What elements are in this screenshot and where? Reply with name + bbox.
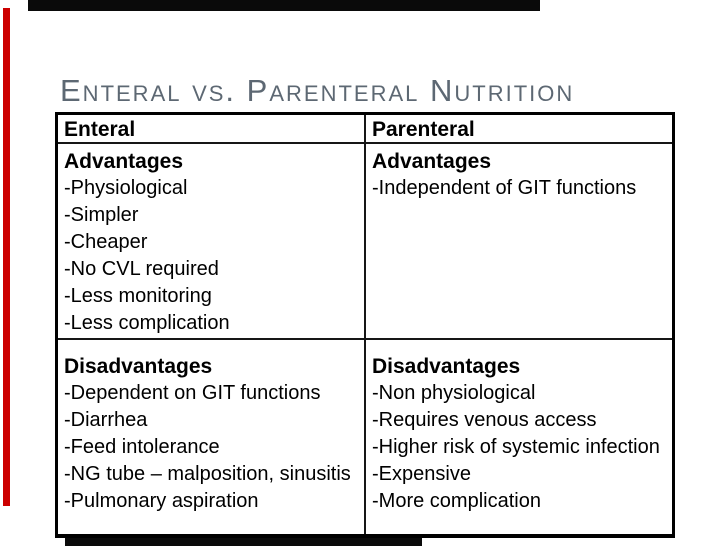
list-item: -More complication bbox=[372, 490, 541, 512]
list-item: -Physiological bbox=[64, 177, 188, 199]
enteral-advantages-cell: Advantages -Physiological -Simpler -Chea… bbox=[58, 144, 364, 340]
list-item: -Non physiological bbox=[372, 382, 536, 404]
list-item: -Less complication bbox=[64, 312, 230, 334]
list-item: -Less monitoring bbox=[64, 285, 212, 307]
list-item: -No CVL required bbox=[64, 258, 219, 280]
list-item: -Higher risk of systemic infection bbox=[372, 436, 660, 458]
enteral-disadvantages-cell: Disadvantages -Dependent on GIT function… bbox=[58, 340, 364, 534]
comparison-table: Enteral Parenteral Advantages -Physiolog… bbox=[55, 112, 675, 538]
left-accent-bar bbox=[3, 8, 10, 506]
slide-title: Enteral vs. Parenteral Nutrition bbox=[60, 73, 575, 108]
column-header-enteral: Enteral bbox=[58, 115, 364, 144]
list-item: -Dependent on GIT functions bbox=[64, 382, 321, 404]
parenteral-advantages-cell: Advantages -Independent of GIT functions bbox=[364, 144, 672, 340]
section-label: Advantages bbox=[64, 150, 184, 173]
parenteral-disadvantages-cell: Disadvantages -Non physiological -Requir… bbox=[364, 340, 672, 534]
list-item: -Feed intolerance bbox=[64, 436, 220, 458]
list-item: -Requires venous access bbox=[372, 409, 597, 431]
list-item: -Diarrhea bbox=[64, 409, 148, 431]
list-item: -NG tube – malposition, sinusitis bbox=[64, 463, 351, 485]
section-label: Disadvantages bbox=[372, 355, 521, 378]
list-item: -Expensive bbox=[372, 463, 471, 485]
section-label: Disadvantages bbox=[64, 355, 213, 378]
top-accent-bar bbox=[28, 0, 540, 11]
bottom-accent-bar bbox=[65, 536, 422, 546]
section-label: Advantages bbox=[372, 150, 492, 173]
list-item: -Cheaper bbox=[64, 231, 148, 253]
list-item: -Pulmonary aspiration bbox=[64, 490, 259, 512]
list-item: -Simpler bbox=[64, 204, 139, 226]
column-header-parenteral: Parenteral bbox=[364, 115, 672, 144]
list-item: -Independent of GIT functions bbox=[372, 177, 637, 199]
